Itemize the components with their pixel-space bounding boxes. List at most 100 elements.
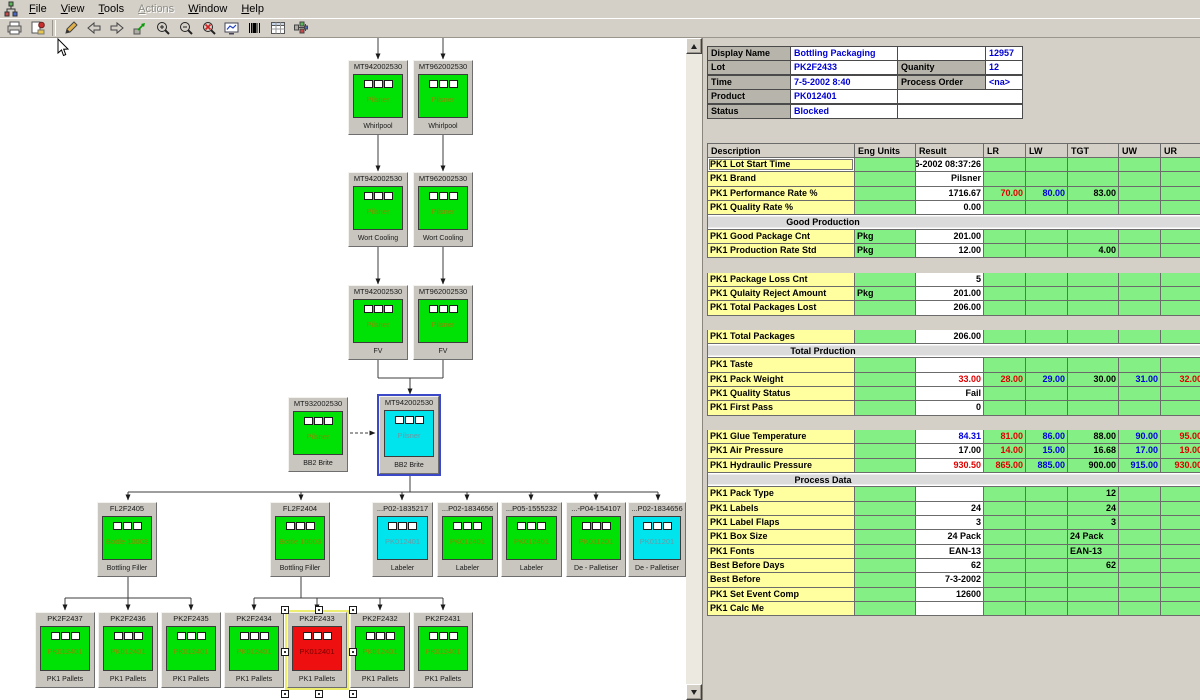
flow-node[interactable]: ...P02-1834656 PK011201 De - Palletiser	[628, 502, 686, 577]
trace-button[interactable]	[128, 19, 151, 37]
description-cell[interactable]: PK1 First Pass	[707, 401, 855, 416]
zoom-out-button[interactable]	[174, 19, 197, 37]
selection-handle[interactable]	[349, 690, 357, 698]
description-cell[interactable]: PK1 Qulaity Reject Amount	[707, 286, 855, 302]
description-cell[interactable]: PK1 Label Flaps	[707, 516, 855, 531]
description-cell[interactable]: PK1 Box Size	[707, 530, 855, 545]
selection-handle[interactable]	[315, 690, 323, 698]
table-row[interactable]: PK1 Qulaity Reject Amount Pkg 201.00	[707, 286, 1200, 302]
description-cell[interactable]: PK1 Hydraulic Pressure	[707, 458, 855, 474]
flow-node[interactable]: MT962002530 Pilsner Wort Cooling	[413, 172, 473, 247]
flow-node[interactable]: FL2F2404 Bottle 10003 Bottling Filler	[270, 502, 330, 577]
description-cell[interactable]: PK1 Total Packages	[707, 329, 855, 345]
table-row[interactable]: PK1 Box Size 24 Pack 24 Pack	[707, 530, 1200, 545]
flow-node[interactable]: PK2F2434 PK012401 PK1 Pallets	[224, 612, 284, 688]
flow-node[interactable]: MT942002530 Pilsner FV	[348, 285, 408, 360]
description-cell[interactable]: PK1 Brand	[707, 172, 855, 187]
description-cell[interactable]: PK1 Taste	[707, 358, 855, 373]
trend-button[interactable]	[220, 19, 243, 37]
table-row[interactable]: PK1 Hydraulic Pressure 930.50 865.00 885.00…	[707, 458, 1200, 474]
selection-handle[interactable]	[349, 606, 357, 614]
print-button[interactable]	[3, 19, 26, 37]
menu-item-window[interactable]: Window	[188, 2, 228, 15]
table-row[interactable]: PK1 Calc Me	[707, 601, 1200, 617]
flow-node[interactable]: MT942002530 Pilsner Whirlpool	[348, 60, 408, 135]
description-cell[interactable]: PK1 Labels	[707, 501, 855, 516]
scroll-up-button[interactable]	[686, 38, 702, 54]
genealogy-canvas[interactable]: MT942002530 Pilsner Whirlpool MT962002530 Pi…	[0, 38, 686, 700]
flow-node[interactable]: PK2F2431 PK012401 PK1 Pallets	[413, 612, 473, 688]
description-cell[interactable]: PK1 Quality Status	[707, 387, 855, 402]
description-cell[interactable]: PK1 Production Rate Std	[707, 243, 855, 259]
flow-node[interactable]: PK2F2436 PK012401 PK1 Pallets	[98, 612, 158, 688]
flow-node[interactable]: MT932002530 Pilsner BB2 Brite	[288, 397, 348, 472]
menu-item-tools[interactable]: Tools	[98, 2, 125, 15]
selection-handle[interactable]	[315, 606, 323, 614]
barcode-button[interactable]	[243, 19, 266, 37]
selection-handle[interactable]	[281, 690, 289, 698]
description-cell[interactable]: PK1 Total Packages Lost	[707, 301, 855, 316]
table-row[interactable]: PK1 Total Packages Lost 206.00	[707, 301, 1200, 316]
description-cell[interactable]: PK1 Air Pressure	[707, 444, 855, 459]
table-row[interactable]: PK1 Air Pressure 17.00 14.00 15.00 16.68 17.0…	[707, 444, 1200, 459]
flow-node[interactable]: ...P02-1835217 PK012401 Labeler	[372, 502, 433, 577]
menu-item-view[interactable]: View	[60, 2, 85, 15]
flow-node[interactable]: MT942002530 Pilsner Wort Cooling	[348, 172, 408, 247]
table-row[interactable]: PK1 Performance Rate % 1716.67 70.00 80.00 8…	[707, 186, 1200, 201]
table-row[interactable]: PK1 Total Packages 206.00	[707, 329, 1200, 345]
table-row[interactable]: PK1 Package Loss Cnt 5	[707, 272, 1200, 287]
table-row[interactable]: PK1 Pack Weight 33.00 28.00 29.00 30.00 31.00…	[707, 372, 1200, 388]
table-row[interactable]: PK1 Label Flaps 3 3	[707, 516, 1200, 531]
flow-node[interactable]: MT962002530 Pilsner Whirlpool	[413, 60, 473, 135]
selection-handle[interactable]	[281, 648, 289, 656]
description-cell[interactable]: PK1 Good Package Cnt	[707, 229, 855, 244]
table-row[interactable]: PK1 Good Package Cnt Pkg 201.00	[707, 229, 1200, 244]
menu-item-help[interactable]: Help	[241, 2, 264, 15]
grid-view-button[interactable]	[266, 19, 289, 37]
forward-arrow-button[interactable]	[105, 19, 128, 37]
flow-node[interactable]: ...P05-1555232 PK012401 Labeler	[501, 502, 562, 577]
table-row[interactable]: Best Before 7-3-2002	[707, 573, 1200, 588]
flow-node[interactable]: FL2F2405 Bottle 10003 Bottling Filler	[97, 502, 157, 577]
description-cell[interactable]: PK1 Pack Type	[707, 487, 855, 502]
table-row[interactable]: PK1 Brand Pilsner	[707, 172, 1200, 187]
selection-handle[interactable]	[281, 606, 289, 614]
table-row[interactable]: PK1 Pack Type 12	[707, 487, 1200, 502]
edit-pencil-button[interactable]	[59, 19, 82, 37]
tree-view-button[interactable]	[289, 19, 312, 37]
description-cell[interactable]: PK1 Glue Temperature	[707, 430, 855, 445]
description-cell[interactable]: PK1 Pack Weight	[707, 372, 855, 388]
description-cell[interactable]: PK1 Performance Rate %	[707, 186, 855, 201]
table-row[interactable]: PK1 First Pass 0	[707, 401, 1200, 416]
flow-node[interactable]: PK2F2435 PK012401 PK1 Pallets	[161, 612, 221, 688]
flow-node[interactable]: MT942002530 Pilsner BB2 Brite	[377, 394, 441, 476]
table-row[interactable]: PK1 Labels 24 24	[707, 501, 1200, 516]
table-row[interactable]: PK1 Quality Rate % 0.00	[707, 200, 1200, 216]
description-cell[interactable]: PK1 Calc Me	[707, 601, 855, 617]
table-row[interactable]: PK1 Fonts EAN-13 EAN-13	[707, 544, 1200, 559]
selection-handle[interactable]	[349, 648, 357, 656]
table-row[interactable]: PK1 Lot Start Time 7-5-2002 08:37:26	[707, 158, 1200, 173]
description-cell[interactable]: PK1 Lot Start Time	[707, 158, 855, 173]
table-row[interactable]: PK1 Set Event Comp 12600	[707, 587, 1200, 602]
zoom-in-button[interactable]	[151, 19, 174, 37]
description-cell[interactable]: Best Before	[707, 573, 855, 588]
zoom-reset-button[interactable]	[197, 19, 220, 37]
back-arrow-button[interactable]	[82, 19, 105, 37]
description-cell[interactable]: PK1 Set Event Comp	[707, 587, 855, 602]
canvas-vertical-scrollbar[interactable]	[686, 38, 702, 700]
flow-node[interactable]: ...P02-1834656 PK012401 Labeler	[437, 502, 498, 577]
description-cell[interactable]: PK1 Quality Rate %	[707, 200, 855, 216]
table-row[interactable]: PK1 Production Rate Std Pkg 12.00 4.00	[707, 243, 1200, 259]
flow-node[interactable]: PK2F2433 PK012401 PK1 Pallets	[281, 606, 357, 698]
page-setup-button[interactable]	[26, 19, 49, 37]
flow-node[interactable]: ...-P04-154107 PK011201 De - Palletiser	[566, 502, 626, 577]
description-cell[interactable]: Best Before Days	[707, 558, 855, 574]
flow-node[interactable]: PK2F2432 PK012401 PK1 Pallets	[350, 612, 410, 688]
scroll-down-button[interactable]	[686, 684, 702, 700]
description-cell[interactable]: PK1 Fonts	[707, 544, 855, 559]
flow-node[interactable]: MT962002530 Pilsner FV	[413, 285, 473, 360]
description-cell[interactable]: PK1 Package Loss Cnt	[707, 272, 855, 287]
table-row[interactable]: PK1 Glue Temperature 84.31 81.00 86.00 88.00…	[707, 430, 1200, 445]
table-row[interactable]: PK1 Taste	[707, 358, 1200, 373]
